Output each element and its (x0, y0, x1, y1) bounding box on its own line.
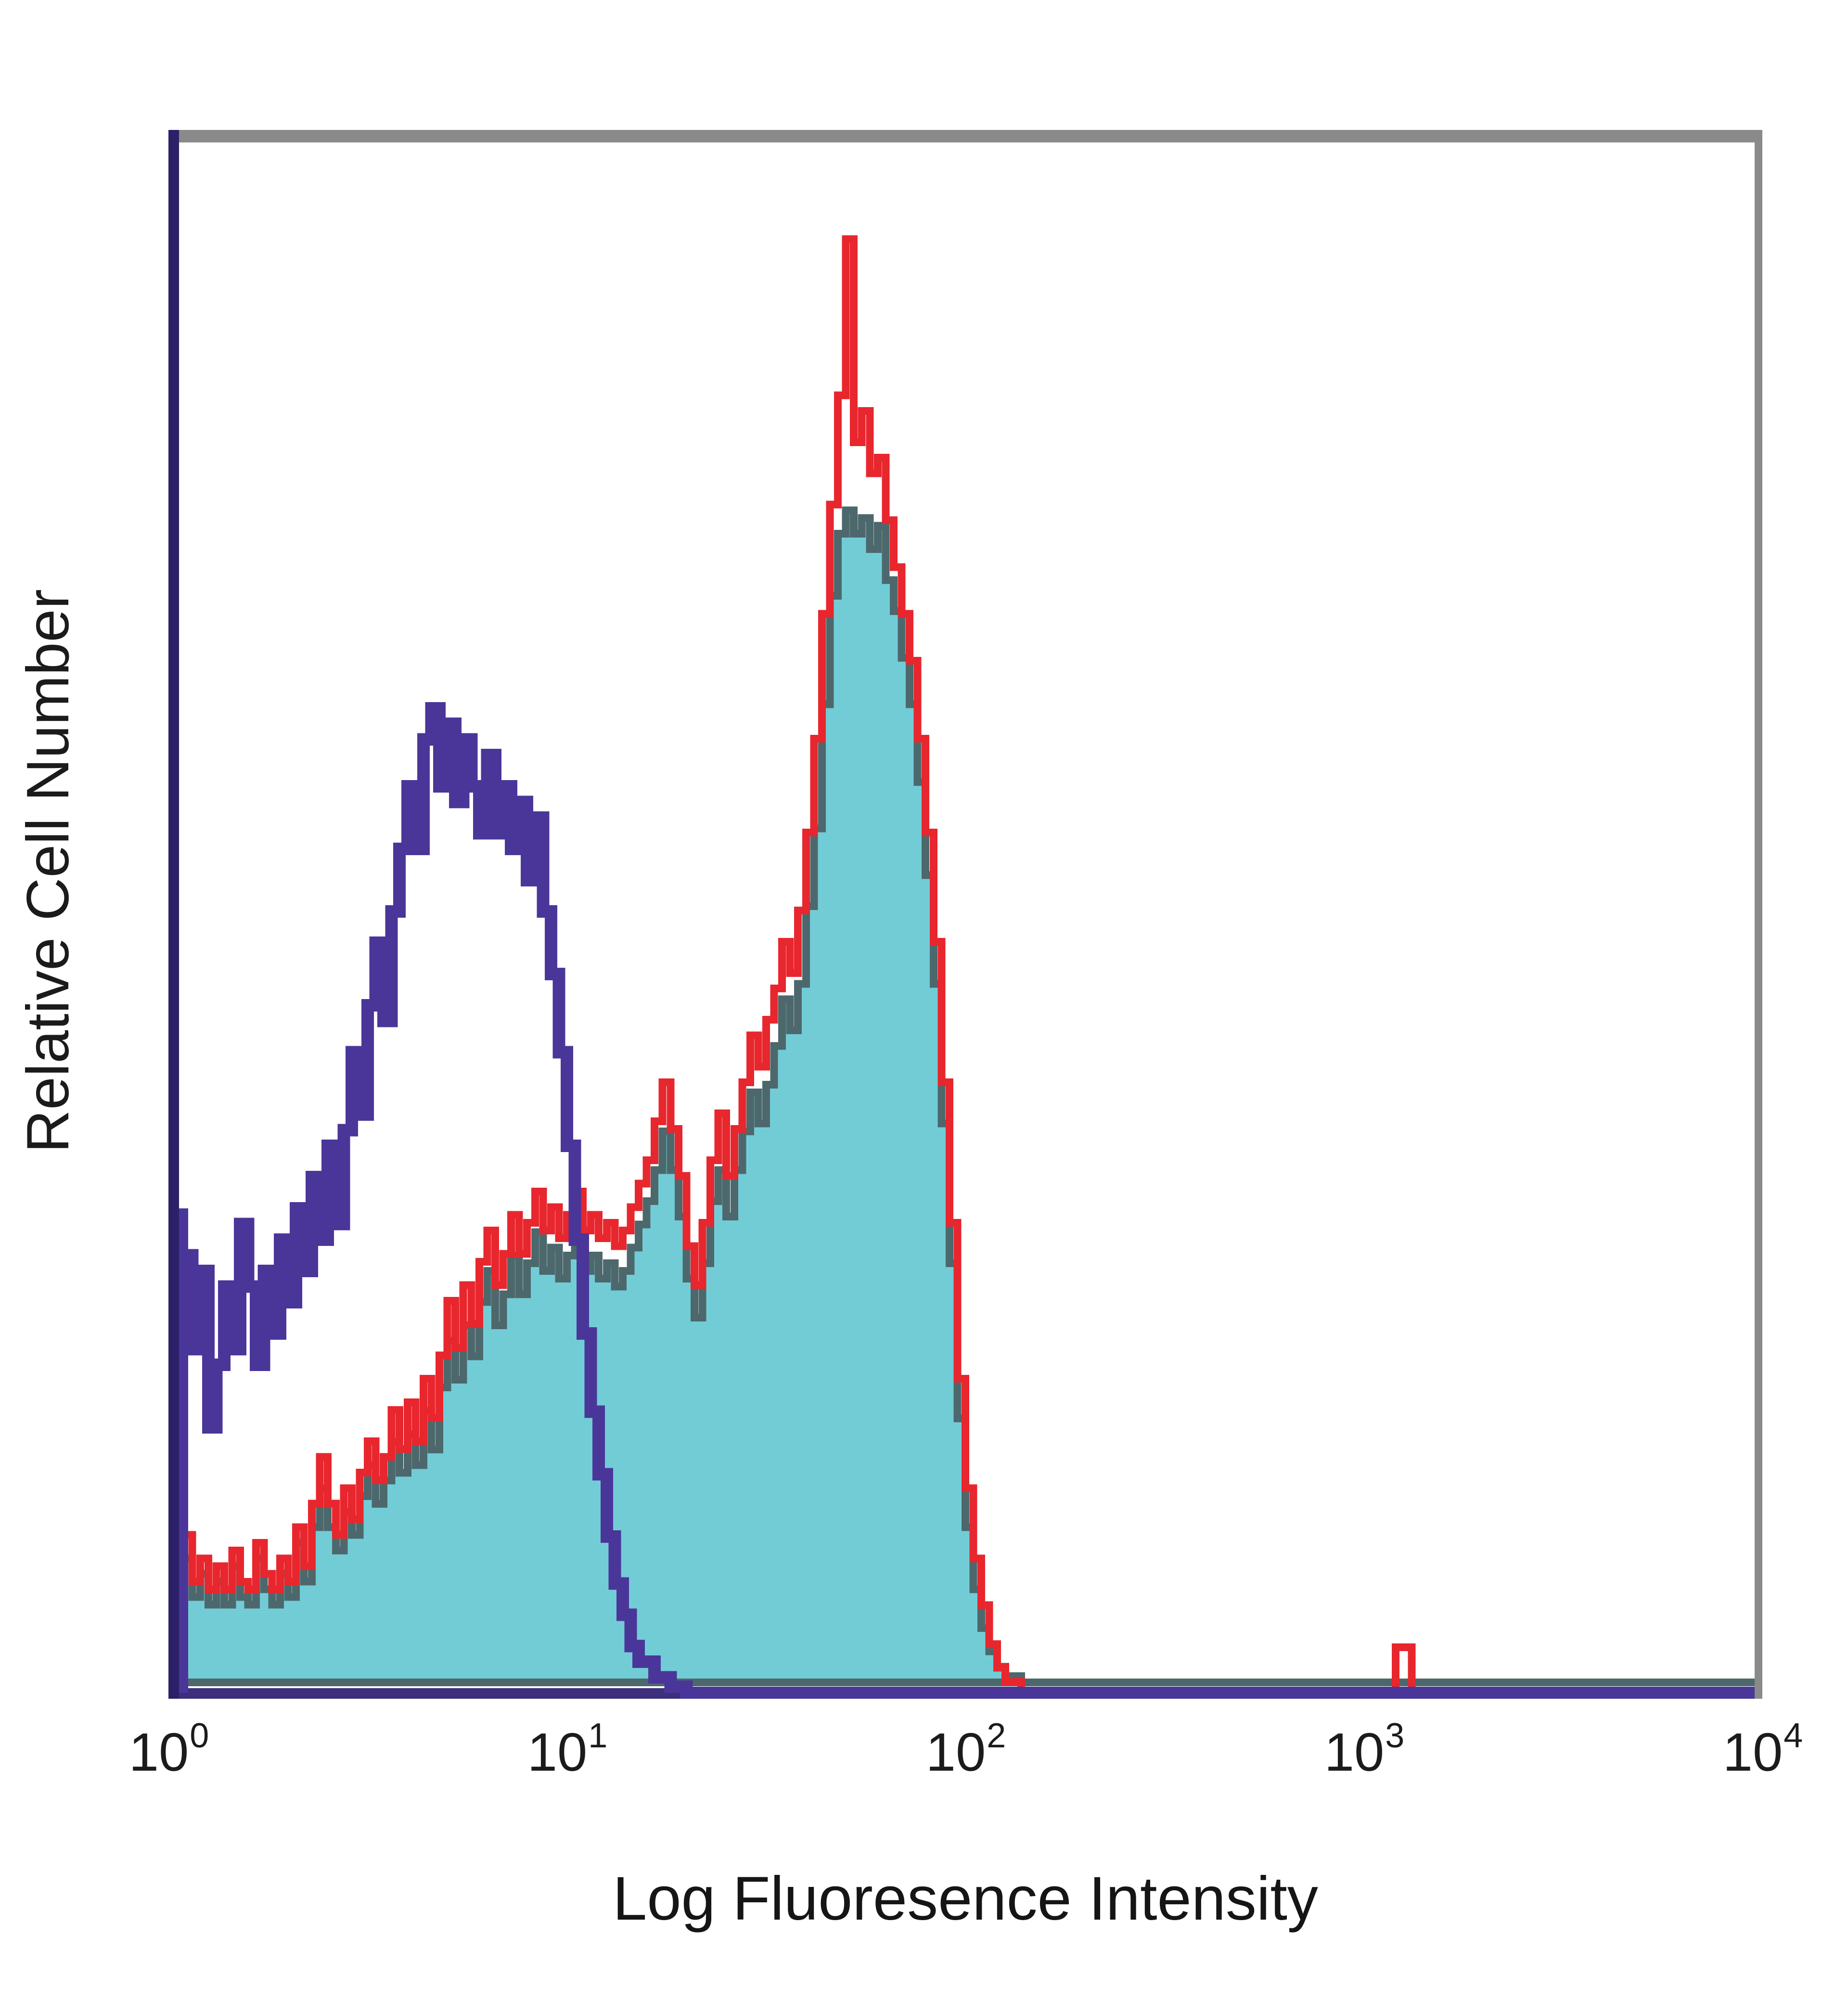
tick-exponent: 3 (1385, 1717, 1405, 1755)
tick-base: 10 (925, 1722, 986, 1782)
red-open-histogram-trace (178, 235, 1762, 1695)
y-axis-title: Relative Cell Number (15, 589, 81, 1153)
tick-exponent: 4 (1784, 1717, 1803, 1755)
x-tick-label-10e1: 101 (527, 1717, 608, 1783)
tick-base: 10 (527, 1722, 588, 1782)
tick-exponent: 2 (987, 1717, 1006, 1755)
tick-base: 10 (1722, 1722, 1783, 1782)
tick-exponent: 1 (588, 1717, 608, 1755)
tick-base: 10 (128, 1722, 189, 1782)
x-tick-label-10e3: 103 (1324, 1717, 1405, 1783)
x-axis-title: Log Fluoresence Intensity (613, 1864, 1318, 1933)
plot-area (168, 130, 1762, 1699)
tick-exponent: 0 (190, 1717, 209, 1755)
x-tick-label-10e0: 100 (128, 1717, 209, 1783)
tick-base: 10 (1324, 1722, 1385, 1782)
x-tick-label-10e2: 102 (925, 1717, 1006, 1783)
purple-open-histogram-trace (176, 702, 1762, 1699)
x-tick-label-10e4: 104 (1722, 1717, 1803, 1783)
